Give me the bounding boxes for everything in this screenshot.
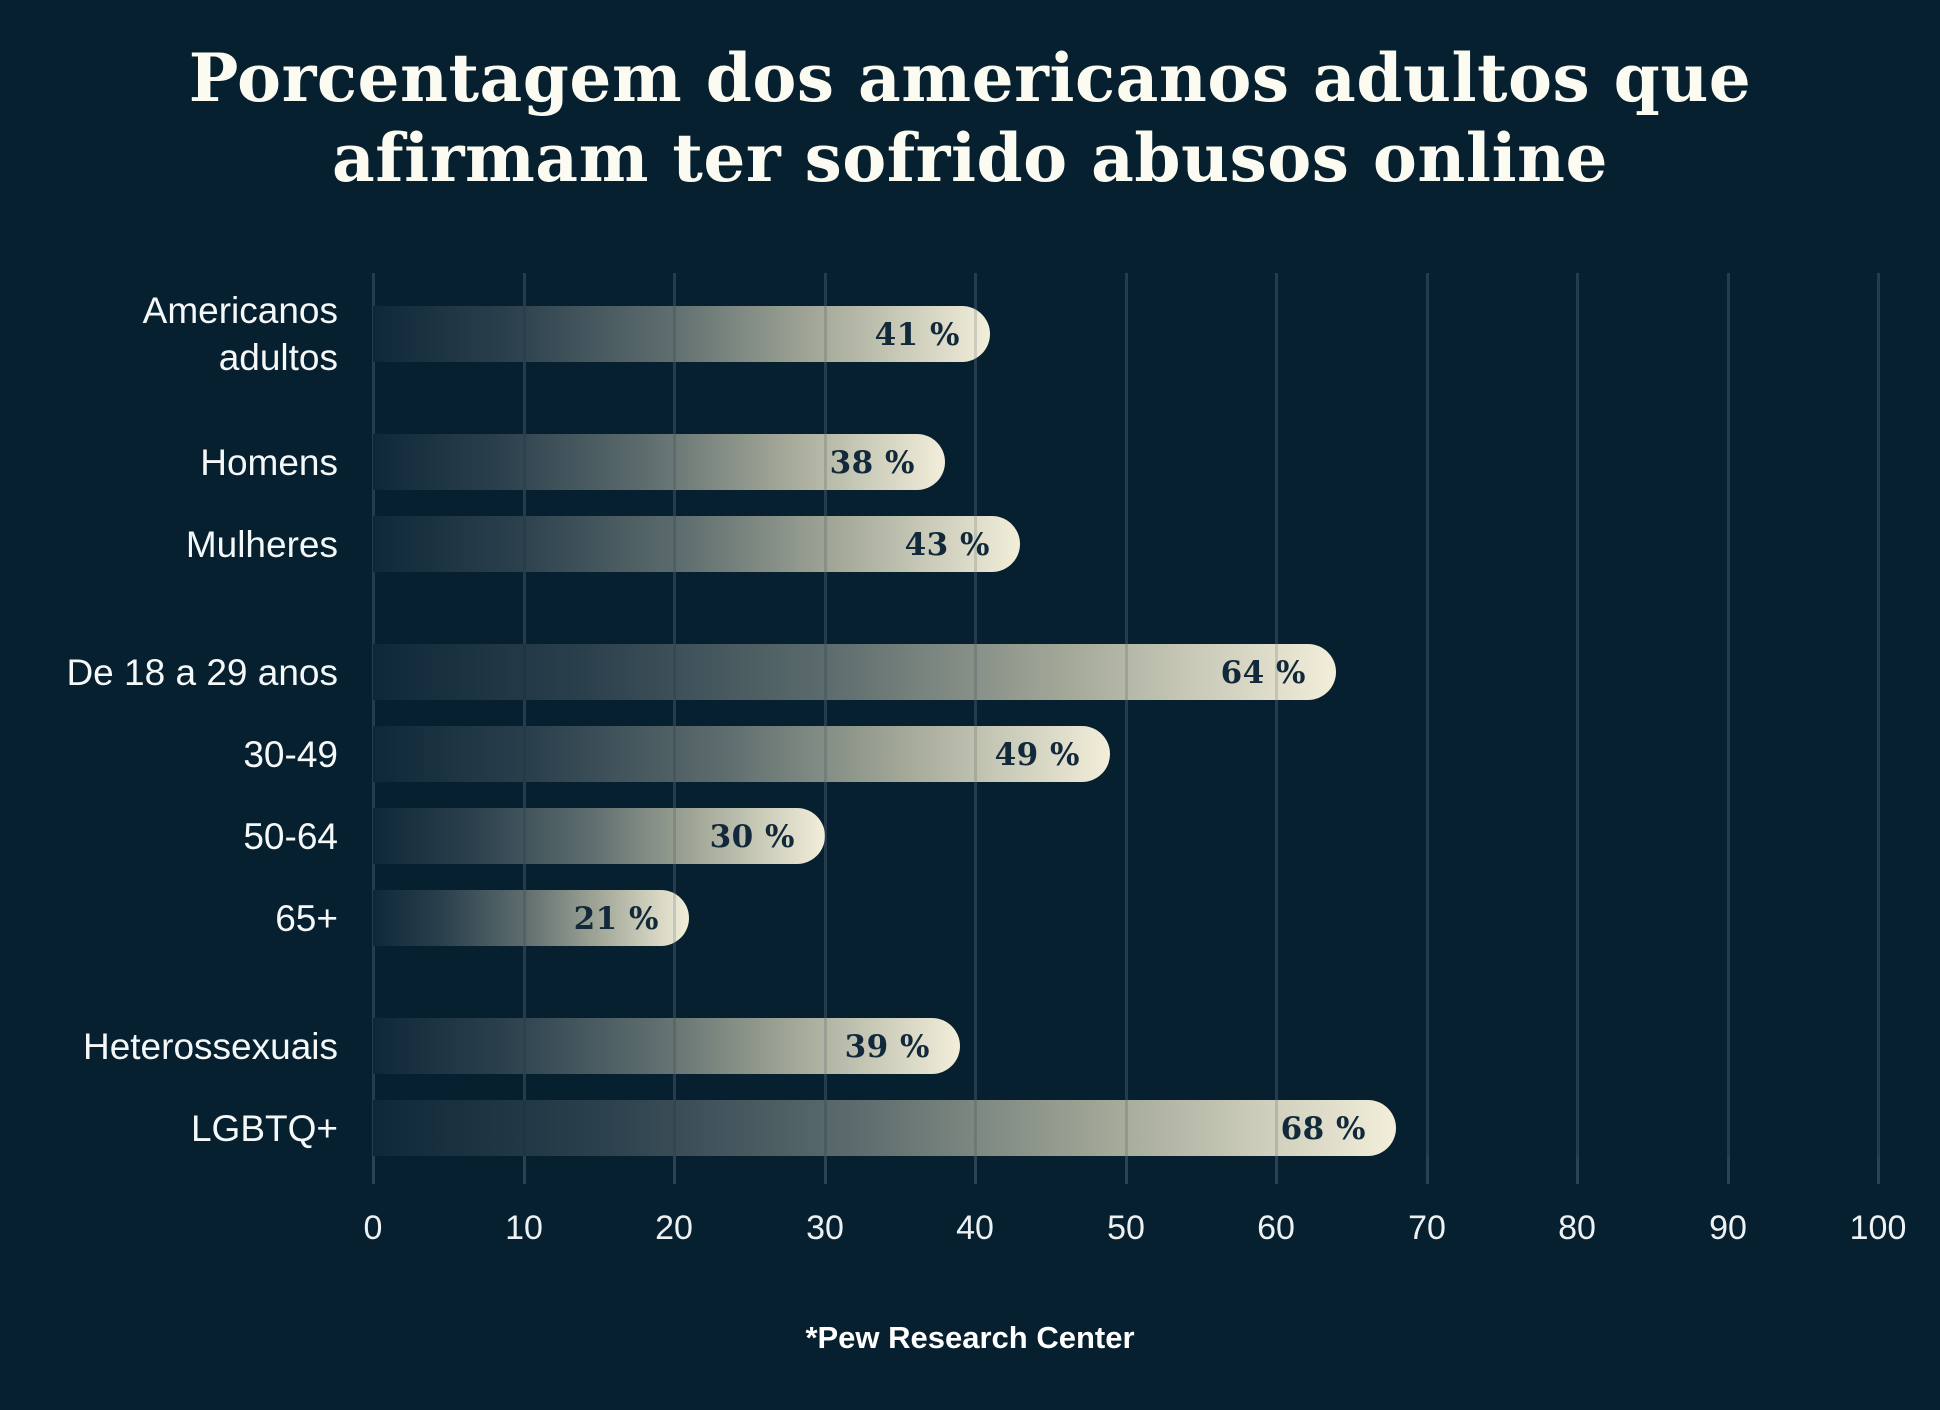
bar-value-label: 68 %: [1280, 1111, 1366, 1147]
category-label-30-49: 30-49: [243, 733, 338, 775]
gridline-overlay-70: [1426, 273, 1429, 1156]
x-tick-label-90: 90: [1709, 1209, 1747, 1247]
bar-value-label: 21 %: [573, 901, 659, 937]
x-tick-label-40: 40: [956, 1209, 994, 1247]
x-tick-label-20: 20: [655, 1209, 693, 1247]
gridline-90: [1727, 273, 1730, 1184]
gridline-80: [1576, 273, 1579, 1184]
category-label-65-: 65+: [275, 897, 338, 939]
bar-americanos-adultos: 41 %: [373, 306, 990, 362]
x-tick-label-0: 0: [363, 1209, 383, 1247]
bar-heterossexuais: 39 %: [373, 1018, 960, 1074]
x-tick-label-60: 60: [1257, 1209, 1295, 1247]
chart-title-line2: afirmam ter sofrido abusos online: [331, 119, 1609, 197]
gridline-60: [1275, 273, 1278, 1184]
x-tick-label-70: 70: [1408, 1209, 1446, 1247]
source-note: *Pew Research Center: [805, 1320, 1135, 1355]
gridline-100: [1877, 273, 1880, 1184]
bar-value-label: 49 %: [994, 737, 1080, 773]
bar-de-18-a-29-anos: 64 %: [373, 644, 1336, 700]
gridline-overlay-60: [1275, 273, 1278, 1156]
gridline-overlay-50: [1125, 273, 1128, 1156]
bar-30-49: 49 %: [373, 726, 1110, 782]
gridline-overlay-90: [1727, 273, 1730, 1156]
gridline-overlay-30: [824, 273, 827, 1156]
category-label-50-64: 50-64: [243, 815, 338, 857]
x-tick-label-50: 50: [1107, 1209, 1145, 1247]
category-label-lgbtq-: LGBTQ+: [190, 1107, 338, 1149]
bar-homens: 38 %: [373, 434, 945, 490]
category-label-homens: Homens: [200, 441, 338, 483]
gridline-overlay-80: [1576, 273, 1579, 1156]
bar-65-: 21 %: [373, 890, 689, 946]
bar-value-label: 64 %: [1220, 655, 1306, 691]
gridline-overlay-40: [974, 273, 977, 1156]
bar-lgbtq-: 68 %: [373, 1100, 1396, 1156]
gridline-70: [1426, 273, 1429, 1184]
x-tick-label-30: 30: [806, 1209, 844, 1247]
category-label-americanos-adultos: Americanos adultos: [142, 290, 338, 378]
gridline-overlay-20: [673, 273, 676, 1156]
category-label-mulheres: Mulheres: [185, 523, 338, 565]
category-label-heterossexuais: Heterossexuais: [82, 1025, 338, 1067]
bar-value-label: 38 %: [829, 445, 915, 481]
gridline-overlay-0: [372, 273, 375, 1156]
chart-title: Porcentagem dos americanos adultos que a…: [0, 38, 1940, 198]
x-tick-label-10: 10: [505, 1209, 543, 1247]
gridline-50: [1125, 273, 1128, 1184]
bar-value-label: 30 %: [709, 819, 795, 855]
x-tick-label-100: 100: [1849, 1209, 1907, 1247]
bar-50-64: 30 %: [373, 808, 825, 864]
bar-mulheres: 43 %: [373, 516, 1020, 572]
bar-value-label: 41 %: [874, 317, 960, 353]
gridline-overlay-10: [523, 273, 526, 1156]
plot-area: 41 % 38 % 43 % 64 % 49 % 30 % 21 % 39 % 68 % 0 10…: [364, 273, 1906, 1247]
chart-title-line1: Porcentagem dos americanos adultos que: [188, 39, 1752, 117]
bar-value-label: 39 %: [844, 1029, 930, 1065]
bar-value-label: 43 %: [904, 527, 990, 563]
category-label-de-18-a-29-anos: De 18 a 29 anos: [66, 651, 338, 693]
x-tick-label-80: 80: [1558, 1209, 1596, 1247]
gridline-overlay-100: [1877, 273, 1880, 1156]
